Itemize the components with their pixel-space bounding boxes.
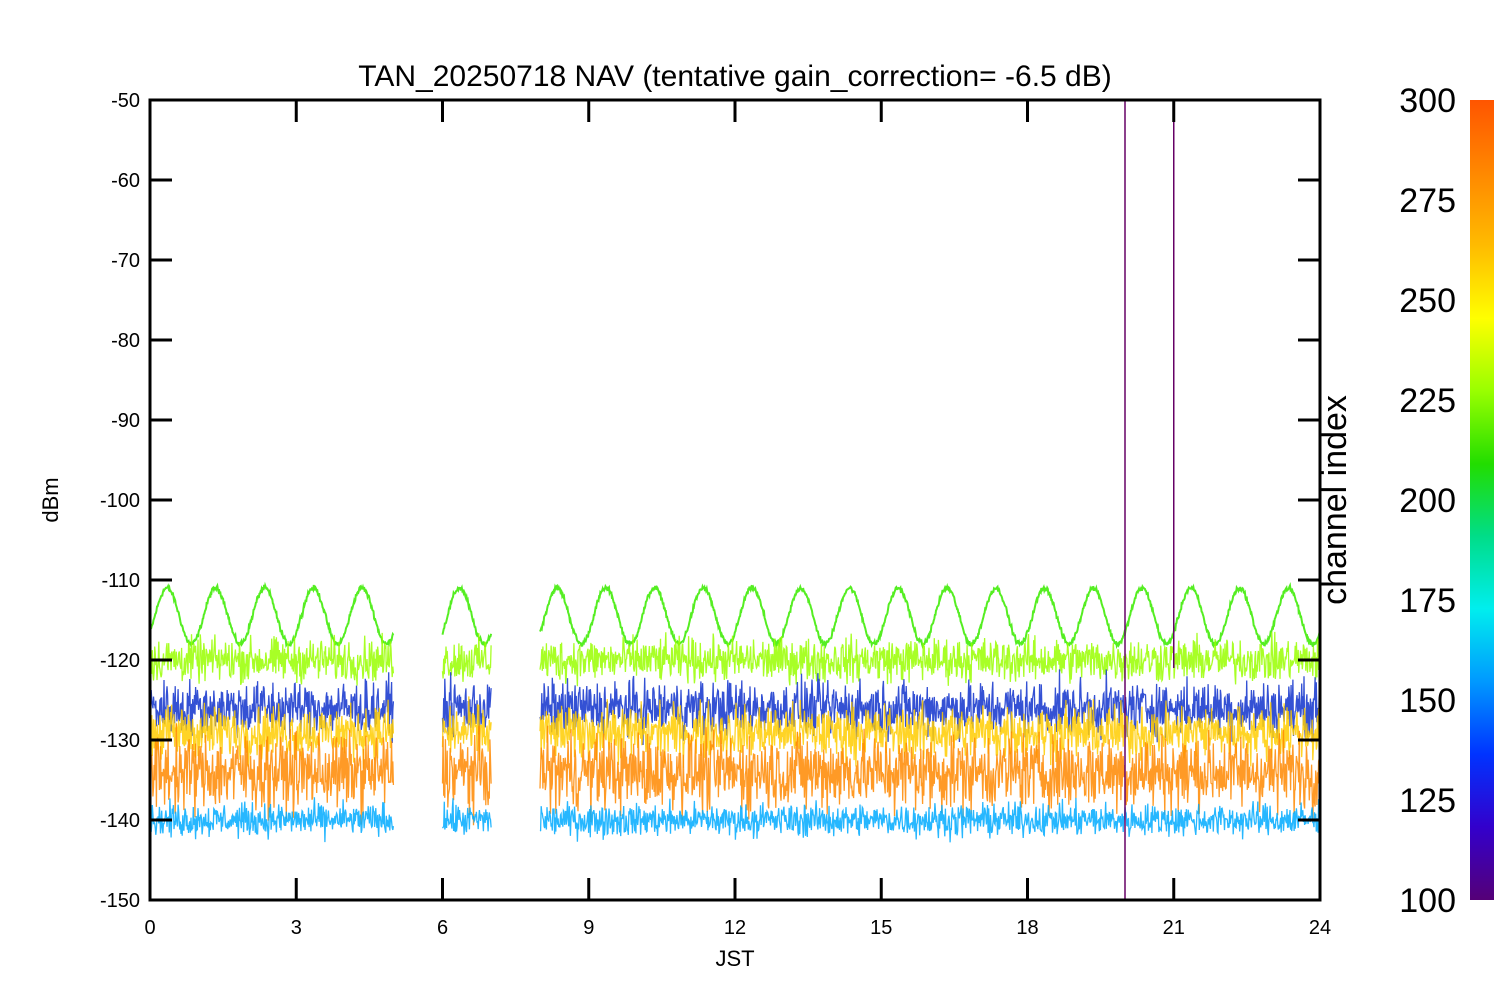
- series-line-260: [150, 632, 395, 686]
- y-axis: -50 -60 -70 -80 -90 -100 -110 -120 -130 -140 -150: [100, 90, 1320, 912]
- series-line-170: [441, 798, 492, 835]
- colorbar-tick-label: 200: [1399, 482, 1456, 520]
- plot-data: [150, 581, 1320, 843]
- x-tick-label: 9: [583, 917, 594, 939]
- colorbar-tick-label: 125: [1399, 782, 1456, 820]
- series-line-295: [150, 723, 395, 825]
- y-tick-label: -80: [111, 330, 140, 352]
- y-tick-label: -110: [101, 570, 140, 592]
- series-line-150: [539, 669, 1320, 746]
- y-axis-label: dBm: [38, 477, 63, 522]
- x-axis: 0 3 6 9 12 15 18 21 24: [144, 100, 1331, 939]
- x-tick-label: 3: [291, 917, 302, 939]
- x-axis-label: JST: [715, 946, 754, 971]
- y-tick-label: -100: [100, 490, 140, 512]
- y-tick-label: -70: [111, 250, 140, 272]
- x-tick-label: 6: [437, 917, 448, 939]
- series-line-260: [441, 633, 492, 682]
- x-tick-label: 21: [1163, 917, 1185, 939]
- colorbar-tick-label: 250: [1399, 282, 1456, 320]
- series-line-280: [441, 696, 492, 761]
- series-line-245: [441, 584, 493, 648]
- colorbar-label: channel index: [1316, 395, 1354, 605]
- chart-title: TAN_20250718 NAV (tentative gain_correct…: [358, 60, 1112, 93]
- series-line-295: [539, 725, 1320, 823]
- series-line-245: [150, 581, 395, 648]
- x-tick-label: 18: [1016, 917, 1038, 939]
- colorbar-tick-label: 225: [1399, 382, 1456, 420]
- x-tick-label: 12: [724, 917, 746, 939]
- y-tick-label: -60: [111, 170, 140, 192]
- series-line-170: [150, 797, 395, 843]
- y-tick-label: -140: [100, 810, 140, 832]
- colorbar: [1470, 100, 1494, 900]
- colorbar-ticks: 300 275 250 225 200 175 150 125 100: [1399, 82, 1456, 920]
- colorbar-tick-label: 150: [1399, 682, 1456, 720]
- y-tick-label: -150: [100, 890, 140, 912]
- colorbar-tick-label: 275: [1399, 182, 1456, 220]
- x-tick-label: 0: [144, 917, 155, 939]
- series-line-245: [539, 582, 1320, 650]
- series-line-260: [539, 631, 1320, 687]
- colorbar-tick-label: 100: [1399, 882, 1456, 920]
- series-line-295: [441, 725, 492, 826]
- y-tick-label: -120: [100, 650, 140, 672]
- series-line-170: [539, 797, 1320, 843]
- y-tick-label: -130: [100, 730, 140, 752]
- y-tick-label: -50: [111, 90, 140, 112]
- series-line-280: [150, 699, 395, 769]
- x-tick-label: 24: [1309, 917, 1331, 939]
- y-tick-label: -90: [111, 410, 140, 432]
- colorbar-tick-label: 175: [1399, 582, 1456, 620]
- spikes: [1124, 100, 1175, 900]
- series-line-280: [539, 698, 1320, 768]
- x-tick-label: 15: [870, 917, 892, 939]
- colorbar-tick-label: 300: [1399, 82, 1456, 120]
